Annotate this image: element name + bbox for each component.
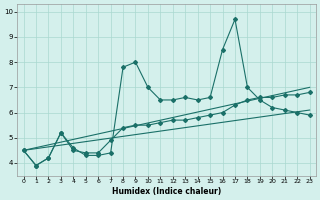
X-axis label: Humidex (Indice chaleur): Humidex (Indice chaleur)	[112, 187, 221, 196]
